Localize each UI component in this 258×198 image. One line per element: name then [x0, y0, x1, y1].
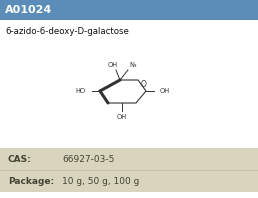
- Text: OH: OH: [160, 88, 170, 94]
- Text: N₃: N₃: [129, 62, 136, 68]
- Text: 10 g, 50 g, 100 g: 10 g, 50 g, 100 g: [62, 176, 139, 186]
- Text: 6-azido-6-deoxy-D-galactose: 6-azido-6-deoxy-D-galactose: [5, 28, 129, 36]
- Bar: [0, 0, 258, 20]
- Text: CAS:: CAS:: [8, 154, 32, 164]
- Text: HO: HO: [76, 88, 86, 94]
- Text: O: O: [141, 80, 147, 89]
- Text: 66927-03-5: 66927-03-5: [62, 154, 114, 164]
- Text: OH: OH: [117, 114, 127, 120]
- Bar: [0, 148, 258, 170]
- Text: OH: OH: [108, 62, 118, 68]
- Bar: [0, 170, 258, 192]
- Text: Package:: Package:: [8, 176, 54, 186]
- Text: A01024: A01024: [5, 5, 52, 15]
